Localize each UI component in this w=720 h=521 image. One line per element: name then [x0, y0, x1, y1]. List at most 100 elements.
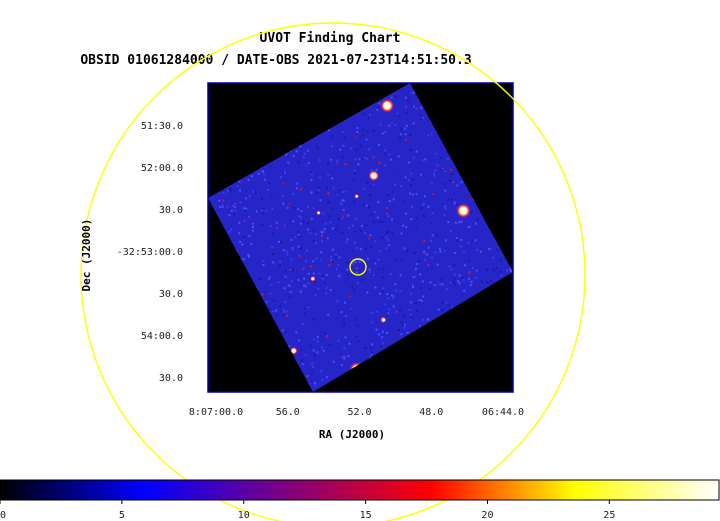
noise-pixel — [302, 220, 305, 223]
noise-pixel — [436, 263, 439, 266]
noise-pixel — [443, 169, 446, 172]
noise-pixel — [262, 170, 264, 173]
noise-pixel — [332, 187, 335, 190]
noise-pixel — [298, 236, 301, 238]
noise-pixel — [430, 181, 433, 184]
noise-pixel — [394, 184, 397, 187]
noise-pixel — [453, 203, 456, 205]
noise-pixel — [370, 354, 373, 356]
noise-pixel — [467, 226, 470, 228]
noise-pixel — [382, 342, 385, 345]
noise-pixel — [230, 228, 233, 231]
noise-pixel — [329, 288, 332, 291]
noise-pixel — [451, 198, 453, 201]
noise-pixel — [344, 301, 346, 304]
noise-pixel — [351, 285, 354, 288]
noise-pixel — [252, 190, 255, 193]
noise-pixel — [270, 194, 273, 197]
noise-pixel — [286, 253, 289, 256]
noise-pixel — [283, 224, 286, 227]
noise-pixel — [354, 171, 357, 174]
noise-pixel — [382, 268, 385, 271]
noise-pixel — [227, 190, 230, 193]
noise-pixel — [321, 274, 324, 277]
noise-pixel — [405, 124, 408, 127]
noise-pixel — [383, 164, 386, 167]
noise-pixel — [380, 345, 383, 348]
noise-pixel — [403, 323, 406, 326]
noise-pixel — [339, 276, 342, 279]
image-panel — [207, 82, 514, 405]
noise-pixel — [316, 145, 319, 148]
noise-pixel — [280, 176, 282, 179]
noise-pixel — [331, 177, 334, 180]
noise-pixel — [451, 173, 454, 176]
noise-pixel — [341, 217, 344, 220]
noise-pixel — [395, 310, 398, 313]
noise-pixel — [423, 195, 426, 198]
noise-pixel — [403, 326, 406, 329]
image-frame — [207, 82, 514, 393]
noise-pixel — [295, 187, 298, 190]
noise-pixel — [458, 282, 461, 285]
noise-pixel — [320, 230, 323, 233]
source-point — [325, 400, 330, 405]
noise-pixel — [269, 164, 272, 167]
noise-pixel — [434, 251, 437, 254]
noise-pixel — [307, 222, 309, 225]
noise-pixel — [369, 234, 372, 237]
noise-pixel — [434, 169, 437, 172]
noise-pixel — [474, 222, 477, 225]
noise-pixel — [317, 148, 320, 150]
chart-subtitle: OBSID 01061284000 / DATE-OBS 2021-07-23T… — [80, 53, 471, 68]
noise-pixel — [228, 214, 231, 217]
noise-pixel — [412, 92, 415, 95]
ra-tick-label: 8:07:00.0 — [189, 407, 243, 418]
noise-pixel — [433, 173, 435, 175]
noise-pixel — [360, 224, 363, 227]
noise-pixel — [263, 173, 266, 176]
noise-pixel — [358, 260, 361, 263]
noise-pixel — [319, 334, 322, 337]
noise-pixel — [400, 232, 403, 235]
noise-pixel — [420, 299, 423, 302]
noise-pixel — [492, 268, 495, 271]
noise-pixel — [492, 256, 495, 259]
noise-pixel — [288, 202, 291, 205]
source-point — [380, 316, 387, 323]
noise-pixel — [339, 148, 342, 151]
noise-pixel — [321, 240, 324, 242]
noise-pixel — [439, 250, 442, 253]
noise-pixel — [421, 203, 424, 206]
noise-pixel — [452, 181, 455, 183]
noise-pixel — [234, 209, 237, 212]
noise-pixel — [366, 157, 368, 160]
noise-pixel — [299, 216, 302, 219]
noise-pixel — [290, 280, 293, 283]
noise-pixel — [370, 169, 373, 172]
noise-pixel — [412, 156, 415, 159]
noise-pixel — [312, 272, 315, 275]
noise-pixel — [386, 293, 389, 296]
noise-pixel — [444, 205, 447, 208]
noise-pixel — [277, 281, 280, 284]
chart-title: UVOT Finding Chart — [260, 31, 401, 46]
noise-pixel — [300, 210, 303, 213]
noise-pixel — [226, 205, 229, 208]
noise-pixel — [286, 152, 289, 155]
noise-pixel — [326, 376, 329, 379]
ra-tick-label: 56.0 — [276, 407, 300, 418]
noise-pixel — [408, 179, 410, 182]
noise-pixel — [331, 135, 334, 138]
noise-pixel — [371, 312, 374, 314]
noise-pixel — [390, 158, 392, 161]
noise-pixel — [394, 124, 397, 126]
noise-pixel — [265, 209, 268, 212]
noise-pixel — [360, 158, 363, 161]
noise-pixel — [464, 264, 466, 267]
noise-pixel — [250, 243, 253, 245]
noise-pixel — [356, 131, 359, 133]
noise-pixel — [461, 277, 464, 279]
noise-pixel — [431, 267, 434, 270]
noise-pixel — [420, 287, 423, 290]
